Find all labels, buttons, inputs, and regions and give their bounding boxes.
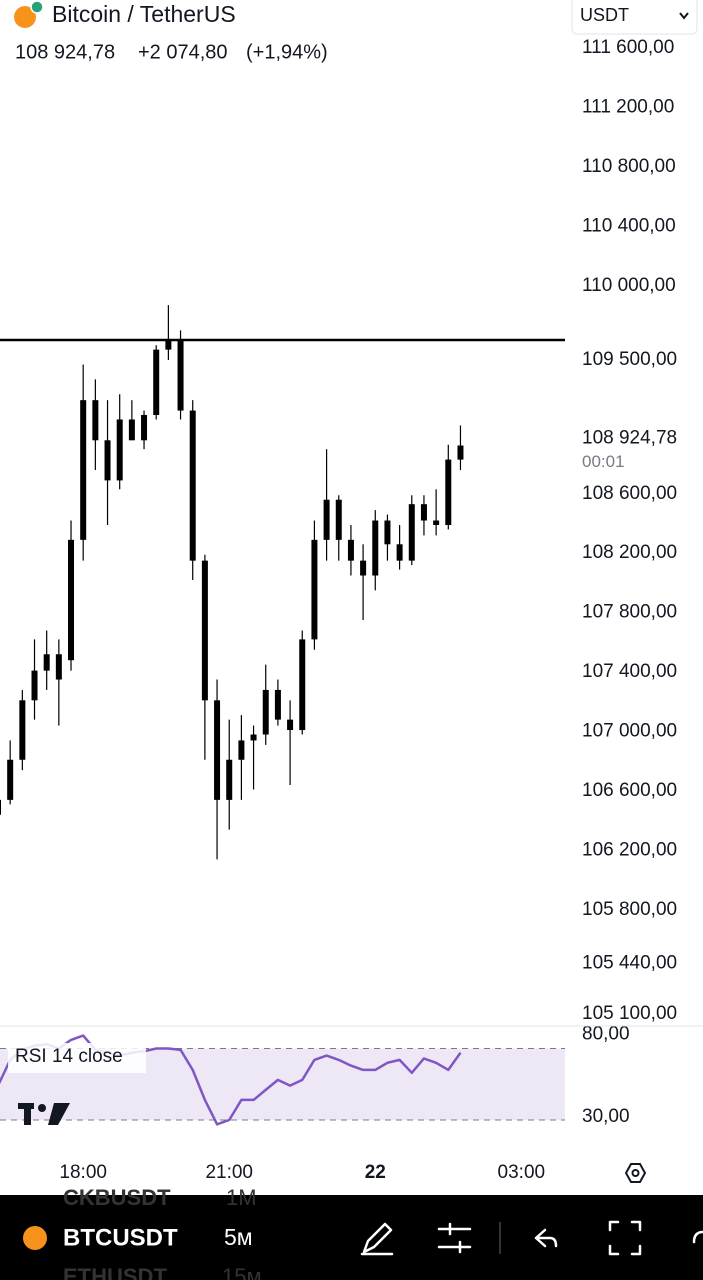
x-tick-label: 21:00: [205, 1162, 253, 1183]
candle-body: [104, 440, 111, 481]
candle-body: [408, 504, 415, 561]
candle-body: [214, 700, 221, 800]
candle-body: [19, 700, 26, 760]
tv-logo: [18, 1103, 70, 1125]
candle-body: [238, 740, 245, 760]
candle-body: [55, 654, 62, 680]
candle-body: [0, 799, 1, 815]
y-tick-label: 108 600,00: [582, 483, 677, 504]
coin-icon: [23, 1226, 47, 1250]
candle-body: [31, 670, 38, 701]
x-tick-label: 18:00: [59, 1162, 107, 1183]
undo-button[interactable]: [534, 1228, 558, 1248]
candle-body: [420, 504, 427, 521]
candle-body: [165, 339, 172, 350]
candle-body: [262, 689, 269, 735]
countdown: 00:01: [582, 452, 625, 471]
candle-body: [360, 560, 367, 576]
toolbar: [0, 1195, 703, 1280]
candle-body: [433, 520, 440, 525]
fullscreen-button[interactable]: [608, 1220, 642, 1256]
x-tick-label: 03:00: [498, 1162, 546, 1183]
candle-body: [68, 539, 75, 661]
toolbar-interval[interactable]: 5м: [224, 1224, 253, 1250]
y-tick-label: 80,00: [582, 1023, 630, 1044]
candle-body: [43, 654, 50, 671]
candle-body: [287, 719, 294, 731]
plot: 111 600,00 111 200,00 110 800,00 110 400,00…: [0, 37, 703, 1183]
y-tick-label: 111 600,00: [582, 37, 674, 58]
candle-body: [372, 520, 379, 576]
currency-select[interactable]: [571, 0, 698, 35]
candle-body: [7, 759, 14, 800]
candle-body: [116, 419, 123, 481]
candle-body: [274, 689, 281, 720]
candle-body: [226, 759, 233, 800]
candle-body: [347, 539, 354, 561]
rsi-title: RSI 14 close: [15, 1046, 123, 1067]
ghost-interval: 15м: [222, 1264, 262, 1280]
y-tick-label: 107 000,00: [582, 721, 677, 742]
candle-body: [323, 499, 330, 540]
y-tick-label: 110 800,00: [582, 156, 676, 177]
candle-body: [299, 639, 306, 731]
candle-body: [384, 520, 391, 545]
last-price-tag: [576, 418, 703, 475]
y-tick-label: 107 400,00: [582, 661, 677, 682]
candle-body: [250, 734, 257, 741]
y-tick-label: 105 800,00: [582, 899, 677, 920]
draw-button[interactable]: [360, 1222, 394, 1256]
y-tick-label: 109 500,00: [582, 349, 677, 370]
y-tick-label: 110 000,00: [582, 275, 676, 296]
symbol-title[interactable]: Bitcoin / TetherUS: [52, 1, 236, 27]
y-tick-label: 106 600,00: [582, 780, 677, 801]
rsi-line: [0, 1034, 462, 1126]
candle-body: [445, 459, 452, 525]
ghost-interval: 1M: [226, 1185, 257, 1210]
coin-icon: [14, 6, 36, 28]
price-change-pct: (+1,94%): [246, 41, 328, 63]
y-tick-label: 30,00: [582, 1106, 630, 1127]
more-button[interactable]: [692, 1230, 703, 1244]
x-tick-label: 22: [365, 1162, 386, 1183]
settings-dot: [631, 1169, 640, 1177]
candle-body: [128, 419, 135, 441]
candle-body: [153, 349, 160, 416]
candle-body: [177, 339, 184, 411]
price-change: +2 074,80: [138, 41, 228, 63]
candle-body: [396, 544, 403, 561]
y-tick-label: 105 100,00: [582, 1003, 677, 1024]
rsi-title-bg: [8, 1043, 146, 1073]
settings-button[interactable]: [624, 1163, 647, 1183]
y-tick-label: 107 800,00: [582, 602, 677, 623]
y-tick-label: 106 200,00: [582, 839, 677, 860]
quote-icon: [30, 0, 44, 14]
y-tick-label: 108 200,00: [582, 542, 677, 563]
candle-body: [311, 539, 318, 640]
y-tick-label: 111 200,00: [582, 96, 674, 117]
y-tick-label: 110 400,00: [582, 215, 676, 236]
candle-body: [457, 445, 464, 460]
chevron: [679, 12, 689, 20]
last-price: 108 924,78: [15, 41, 115, 63]
toolbar-symbol[interactable]: BTCUSDT: [63, 1224, 178, 1251]
candle-body: [335, 499, 342, 540]
candle-body: [92, 400, 99, 441]
currency-label[interactable]: USDT: [580, 5, 629, 25]
y-tick-label: 105 440,00: [582, 952, 677, 973]
ghost-symbol: ETHUSDT: [63, 1264, 167, 1280]
candle-body: [141, 415, 148, 441]
candle-body: [201, 560, 208, 701]
candle-body: [80, 400, 87, 540]
ghost-symbol: CKBUSDT: [63, 1185, 171, 1210]
candle-body: [189, 410, 196, 561]
indicators-button[interactable]: [437, 1222, 472, 1254]
last-price-label: 108 924,78: [582, 428, 677, 449]
